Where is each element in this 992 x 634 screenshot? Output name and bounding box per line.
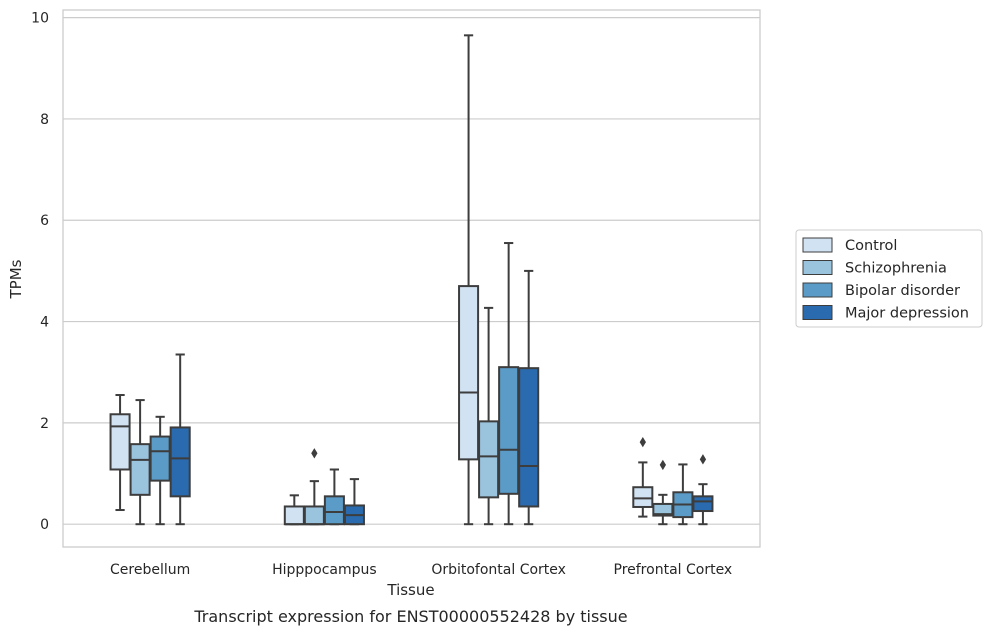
box-body — [692, 495, 714, 513]
box — [283, 494, 305, 526]
x-tick-label: Hipppocampus — [272, 562, 377, 578]
y-tick-label: 0 — [40, 517, 49, 533]
legend-swatch — [802, 260, 833, 275]
legend-item: Schizophrenia — [802, 260, 947, 277]
legend: Control Schizophrenia Bipolar disorder Majo… — [795, 229, 983, 328]
legend-label: Schizophrenia — [845, 261, 947, 277]
box-body — [169, 426, 191, 498]
box — [129, 399, 151, 526]
box — [478, 306, 500, 526]
x-axis-ticks: Cerebellum Hipppocampus Orbitofontal Corte… — [110, 562, 732, 578]
boxes — [109, 34, 714, 526]
chart-caption: Transcript expression for ENST0000055242… — [193, 607, 627, 626]
box-body — [149, 435, 171, 482]
y-axis-ticks: 0 2 4 6 8 10 — [31, 11, 49, 534]
box — [632, 436, 654, 518]
box-body — [129, 443, 151, 496]
legend-label: Control — [845, 238, 897, 254]
outlier-point — [311, 448, 318, 459]
legend-item: Control — [802, 237, 897, 254]
x-tick-label: Cerebellum — [110, 562, 190, 578]
plot-area-frame — [62, 9, 761, 548]
box — [109, 394, 131, 512]
legend-swatch — [802, 305, 833, 320]
box — [149, 415, 171, 526]
y-tick-label: 6 — [40, 213, 49, 229]
box-body — [478, 420, 500, 499]
outlier-point — [659, 459, 667, 471]
y-tick-label: 10 — [31, 11, 49, 27]
box — [303, 448, 325, 526]
y-tick-label: 2 — [40, 416, 49, 432]
legend-swatch — [802, 282, 833, 298]
box — [518, 269, 540, 526]
legend-item: Major depression — [802, 305, 969, 322]
x-tick-label: Orbitofontal Cortex — [431, 562, 566, 578]
box — [343, 478, 365, 526]
legend-label: Major depression — [845, 306, 969, 322]
box-body — [323, 495, 345, 526]
box — [692, 454, 714, 526]
box-body — [458, 285, 480, 461]
y-axis-label: TPMs — [7, 259, 25, 299]
box — [498, 242, 520, 526]
legend-label: Bipolar disorder — [845, 283, 960, 299]
box-body — [303, 505, 325, 526]
legend-frame — [795, 229, 983, 328]
outlier-point — [639, 436, 646, 448]
box — [323, 468, 345, 526]
box-body — [498, 366, 520, 495]
box-body — [109, 413, 131, 471]
box — [458, 34, 480, 526]
legend-swatch — [802, 237, 833, 253]
box — [652, 459, 674, 526]
box-body — [632, 486, 654, 508]
box-body — [283, 505, 305, 526]
box — [672, 463, 694, 526]
gridlines — [63, 16, 760, 525]
x-tick-label: Prefrontal Cortex — [614, 562, 733, 578]
legend-item: Bipolar disorder — [802, 282, 960, 299]
box-body — [518, 367, 540, 508]
x-axis-label: Tissue — [386, 581, 434, 599]
y-tick-label: 8 — [40, 112, 49, 128]
outlier-point — [699, 454, 707, 465]
box — [169, 353, 191, 526]
y-tick-label: 4 — [40, 315, 49, 331]
